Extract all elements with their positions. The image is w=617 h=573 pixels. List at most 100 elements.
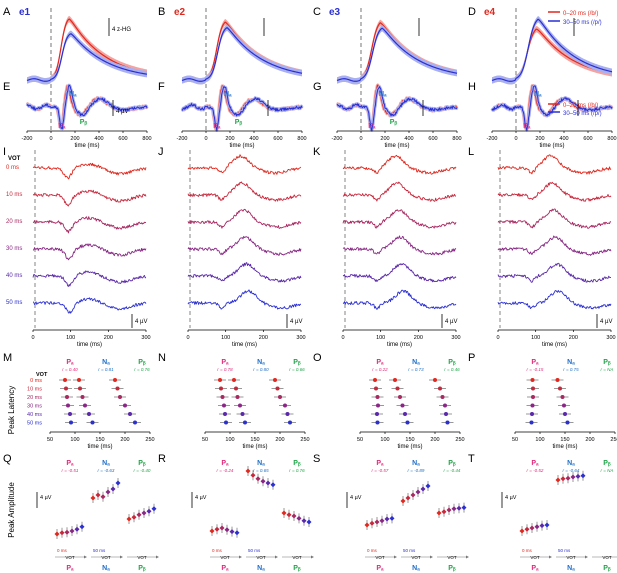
amplitude-point [425,483,431,489]
vot-trace [32,297,147,314]
hg-scale-label: 4 z-HG [112,27,131,33]
panel-letter-h: H [468,81,476,93]
latency-point [278,395,282,399]
time-axis-label: time (ms) [77,342,102,348]
panel-letter-s: S [313,453,320,465]
latency-point [238,403,242,408]
latency-tick-label: 250 [145,437,154,443]
latency-r-value: r = 0.80 [253,367,269,372]
peak-footer-pb: Pᵦ [138,565,146,572]
legend-short-top: 0–20 ms (/b/) [563,11,598,17]
time-tick-label: 200 [225,136,234,142]
amplitude-point [69,528,75,534]
vot-trace [497,235,612,256]
vot-row-label: 10 ms [27,387,42,393]
amplitude-r-value: r = -0.40 [134,468,151,473]
amplitude-point [410,492,416,498]
peak-label-pb: Pᵦ [80,119,88,126]
amplitude-point [270,482,276,488]
latency-axis-label: time (ms) [553,444,578,450]
time-tick-label: 0 [514,136,517,142]
panel-letter-m: M [3,352,12,364]
latency-point [395,386,400,391]
electrode-label-e1: e1 [19,7,31,18]
latency-point [376,403,380,408]
time-axis-label: time (ms) [75,143,100,149]
latency-point [68,412,72,416]
latency-point [232,378,236,382]
time-tick-label: 300 [606,335,615,341]
peak-footer-pa: Pₐ [66,565,74,572]
amplitude-point [456,505,462,511]
amplitude-point [260,478,266,484]
amplitude-point [131,514,137,520]
vot-trace [497,154,612,175]
latency-point [405,420,410,425]
panel-letter-j: J [158,146,164,158]
latency-point [66,403,70,408]
vot-end-label: 50 ms [248,548,261,553]
time-axis-label: time (ms) [232,342,257,348]
amplitude-point [436,510,442,516]
latency-point [375,420,380,425]
amplitude-point [446,507,452,513]
latency-tick-label: 100 [70,437,79,443]
panel-letter-d: D [468,6,476,18]
legend-long-top: 30–50 ms (/p/) [563,20,602,26]
vot-trace [497,289,612,310]
amplitude-point [255,476,261,482]
amplitude-point [245,468,251,474]
legend-long-erp: 30–50 ms (/p/) [563,111,602,117]
amplitude-point [146,508,152,514]
vot-axis-arrow [120,555,123,559]
amplitude-point [451,506,457,512]
vot-trace [342,209,457,229]
vot-end-label: 50 ms [93,548,106,553]
amplitude-point [296,515,302,521]
peak-label-pb: Pᵦ [235,119,243,126]
amplitude-r-value: r = -0.52 [527,468,544,473]
amplitude-r-value: r = -0.63 [98,468,115,473]
latency-point [529,420,534,425]
time-tick-label: 600 [583,136,592,142]
latency-r-value: r = 0.46 [444,367,460,372]
latency-tick-label: 150 [560,437,569,443]
latency-point [398,395,402,399]
time-tick-label: 600 [428,136,437,142]
latency-point [400,403,405,408]
vot-end-label: 50 ms [403,548,416,553]
latency-point [393,378,397,382]
panel-letter-c: C [313,6,321,18]
latency-point [123,403,127,408]
peak-label-na: Nₐ [69,91,77,98]
latency-point [69,420,73,425]
vot-trace [342,181,457,202]
latency-point [218,378,222,382]
amplitude-point [54,531,60,537]
vot-axis-word: VOT [256,555,266,560]
ylabel-latency: Peak Latency [7,386,16,434]
latency-point [562,403,566,408]
latency-point [443,403,447,408]
time-tick-label: 0 [49,136,52,142]
latency-point [273,378,277,382]
time-axis-label: time (ms) [387,342,412,348]
latency-r-value: r = 0.78 [217,367,233,372]
amplitude-point [420,486,426,492]
vot-axis-word: VOT [411,555,421,560]
peak-header-na: Nₐ [567,460,575,467]
latency-r-value: r = 0.73 [408,367,424,372]
peak-footer-pa: Pₐ [376,565,384,572]
time-tick-label: 200 [569,335,578,341]
uv-scale-label: 4 µV [600,319,612,325]
time-tick-label: 400 [249,136,258,142]
latency-point [374,386,378,391]
latency-point [445,420,450,425]
amplitude-r-value: r = -0.64 [563,468,580,473]
latency-point [373,378,377,382]
peak-header-pb: Pᵦ [138,460,146,467]
amplitude-point [265,480,271,486]
latency-point [403,412,407,416]
vot-axis-arrow [394,555,397,559]
latency-tick-label: 200 [120,437,129,443]
